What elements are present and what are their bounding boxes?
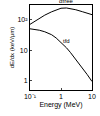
svg-text:αfree: αfree [59,0,73,4]
svg-text:10²: 10² [17,16,28,23]
svg-text:1: 1 [24,77,28,84]
svg-text:Energy (MeV): Energy (MeV) [39,101,82,109]
svg-text:tfd: tfd [63,38,70,44]
svg-text:10: 10 [88,93,96,100]
svg-text:1: 1 [59,93,63,100]
svg-text:10⁻¹: 10⁻¹ [24,93,37,100]
svg-text:dE/dx (keV/μm): dE/dx (keV/μm) [9,27,15,68]
svg-text:10: 10 [20,47,28,54]
